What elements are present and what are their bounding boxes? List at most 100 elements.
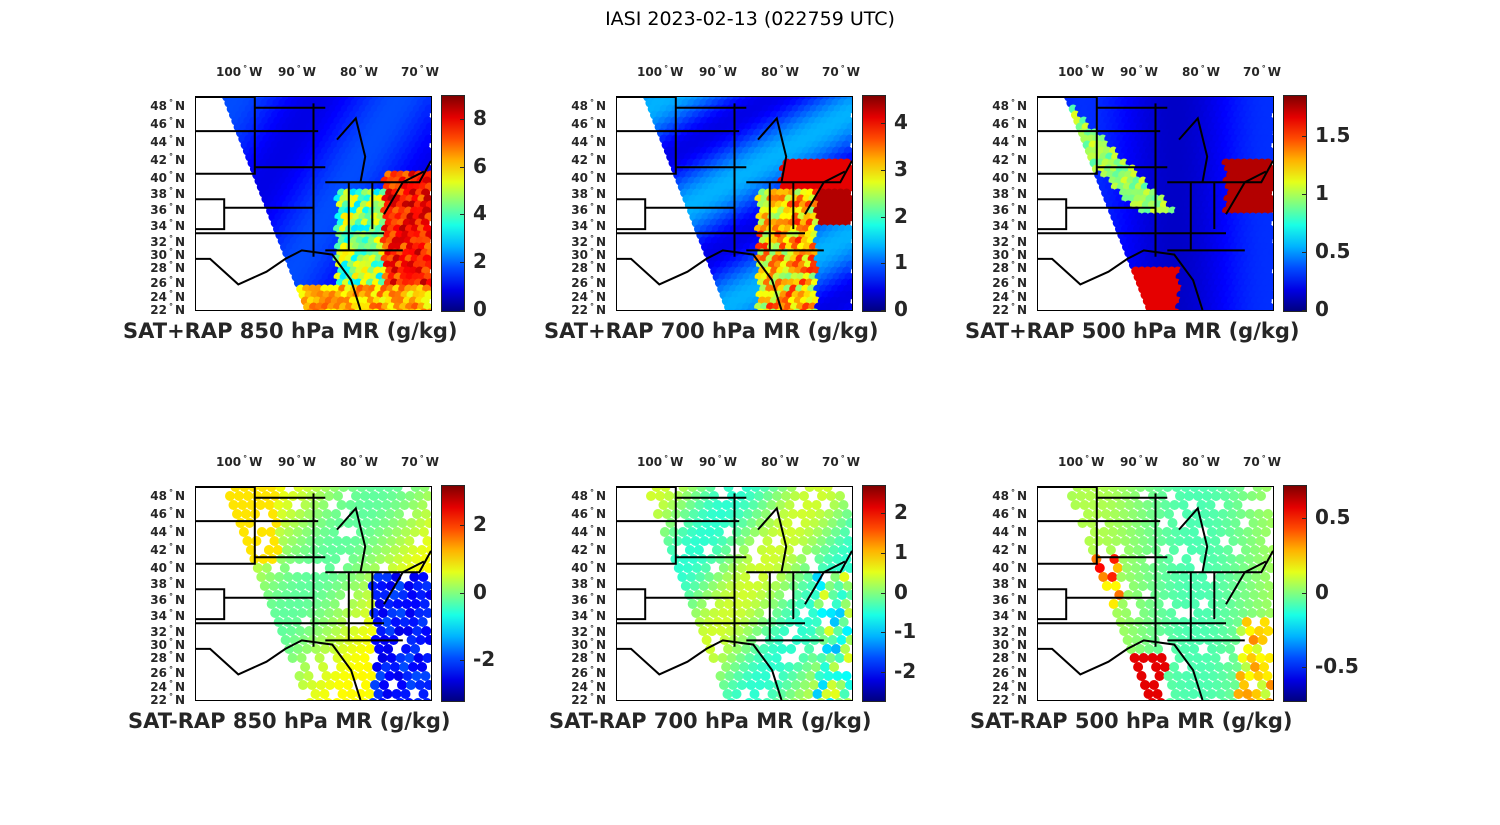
data-point	[1136, 554, 1147, 564]
data-point	[1070, 500, 1081, 510]
data-point	[350, 653, 361, 663]
data-point	[335, 590, 346, 600]
data-point	[692, 518, 703, 528]
data-point	[299, 545, 310, 555]
data-point	[1166, 608, 1177, 618]
data-point	[1211, 563, 1222, 573]
data-point	[1157, 491, 1167, 501]
data-point	[273, 500, 284, 510]
data-point	[342, 563, 353, 573]
lon-tick-label: 80 ° W	[340, 454, 378, 469]
data-point	[295, 626, 306, 636]
data-point	[275, 487, 286, 492]
data-point	[318, 500, 329, 510]
data-point	[1199, 671, 1210, 681]
data-point	[324, 308, 332, 310]
data-point	[265, 572, 276, 582]
data-point	[836, 680, 846, 690]
data-point	[375, 671, 386, 681]
data-point	[662, 509, 672, 519]
data-point	[781, 698, 789, 700]
data-point	[704, 527, 715, 537]
lat-hemisphere: N	[1016, 276, 1027, 290]
data-point	[814, 554, 825, 564]
data-point	[370, 518, 381, 528]
data-point	[760, 671, 771, 681]
data-point	[1236, 509, 1246, 519]
data-point	[845, 635, 852, 645]
lat-hemisphere: N	[174, 543, 185, 557]
lat-tick-label: 40 ° N	[556, 170, 606, 185]
degree-symbol: °	[1010, 302, 1015, 311]
lat-tick-label: 22 ° N	[135, 302, 185, 317]
data-point	[781, 491, 791, 501]
lat-value: 42	[992, 153, 1009, 167]
data-point	[835, 698, 843, 700]
data-point	[757, 662, 768, 672]
data-point	[745, 608, 756, 618]
lat-hemisphere: N	[174, 489, 185, 503]
lon-value: 80	[340, 455, 357, 469]
lat-tick-label: 34 ° N	[977, 608, 1027, 623]
data-point	[1229, 608, 1240, 618]
data-point	[415, 518, 426, 528]
lon-value: 90	[278, 455, 295, 469]
lon-value: 90	[278, 65, 295, 79]
lat-tick-label: 42 ° N	[556, 542, 606, 557]
lon-hemisphere: W	[1267, 455, 1281, 469]
state-border	[1178, 116, 1209, 183]
lat-value: 26	[571, 666, 588, 680]
degree-symbol: °	[168, 637, 173, 646]
lat-tick-label: 22 ° N	[556, 302, 606, 317]
data-point	[1248, 635, 1259, 645]
data-point	[1256, 698, 1264, 700]
data-point	[228, 500, 239, 510]
data-point	[727, 308, 735, 310]
degree-symbol: °	[168, 560, 173, 569]
lon-tick-label: 80 ° W	[761, 64, 799, 79]
degree-symbol: °	[1010, 186, 1015, 195]
data-point	[750, 487, 761, 492]
lat-tick-label: 24 ° N	[556, 679, 606, 694]
data-point	[744, 653, 755, 663]
data-point	[725, 626, 736, 636]
data-point	[1170, 572, 1181, 582]
data-point	[689, 509, 699, 519]
colorbar-tick-label: -2	[473, 646, 496, 671]
data-point	[274, 527, 285, 537]
degree-symbol: °	[589, 665, 594, 674]
data-point	[1106, 500, 1117, 510]
data-point	[660, 487, 671, 492]
data-point	[713, 572, 724, 582]
data-point	[411, 554, 422, 564]
data-point	[1139, 563, 1150, 573]
data-point	[731, 572, 742, 582]
lat-tick-label: 32 ° N	[556, 624, 606, 639]
data-point	[1184, 308, 1192, 310]
degree-symbol: °	[168, 98, 173, 107]
colorbar-tickmark	[1302, 193, 1306, 195]
state-border	[325, 160, 431, 184]
data-point	[1256, 608, 1267, 618]
lat-value: 32	[150, 625, 167, 639]
state-border	[196, 198, 226, 231]
data-point	[1175, 698, 1183, 700]
data-point	[1233, 689, 1244, 699]
data-point	[759, 644, 770, 654]
degree-symbol: °	[1010, 679, 1015, 688]
degree-symbol: °	[589, 560, 594, 569]
data-point	[738, 590, 749, 600]
colorbar-tickmark	[460, 166, 464, 168]
data-point	[306, 608, 317, 618]
data-point	[782, 680, 792, 690]
data-point	[1128, 509, 1138, 519]
data-point	[241, 509, 251, 519]
lat-hemisphere: N	[1016, 248, 1027, 262]
data-point	[328, 527, 339, 537]
map-plot	[196, 97, 431, 310]
data-point	[839, 527, 850, 537]
data-point	[277, 509, 287, 519]
lat-value: 30	[992, 248, 1009, 262]
lat-value: 30	[150, 248, 167, 262]
data-point	[818, 680, 828, 690]
